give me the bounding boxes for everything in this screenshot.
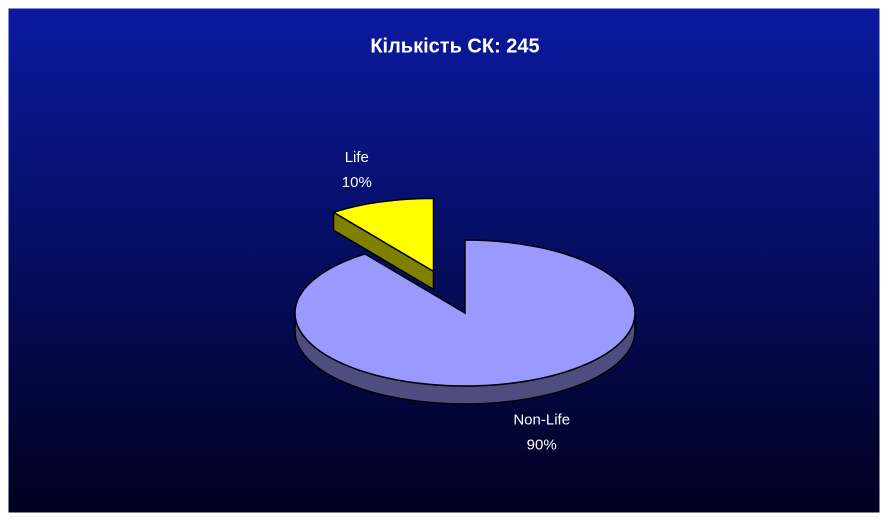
slice-label: Life	[345, 149, 369, 166]
slice-value-label: 10%	[342, 174, 372, 191]
pie-slice	[331, 197, 435, 273]
chart-title: Кількість СК: 245	[370, 35, 539, 57]
slice-value-label: 90%	[527, 436, 557, 453]
chart-area	[7, 7, 881, 514]
pie-slice	[294, 239, 636, 387]
slice-label: Non-Life	[513, 411, 570, 428]
